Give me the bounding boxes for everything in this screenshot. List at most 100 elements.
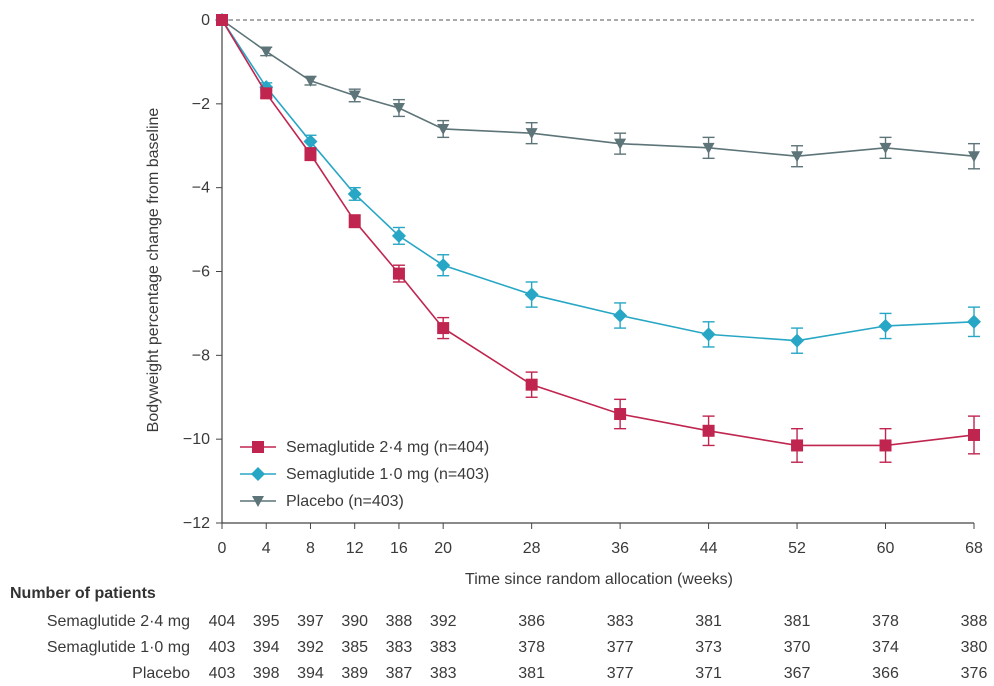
y-axis-title: Bodyweight percentage change from baseli… xyxy=(145,108,162,433)
data-point xyxy=(791,439,804,452)
y-tick-label: 0 xyxy=(201,12,210,29)
patients-count: 394 xyxy=(253,639,280,656)
data-point xyxy=(260,87,273,100)
data-point xyxy=(614,138,627,150)
data-point xyxy=(304,75,317,87)
patients-count: 392 xyxy=(430,613,457,630)
patients-count: 385 xyxy=(341,639,368,656)
data-point xyxy=(436,258,451,273)
patients-count: 377 xyxy=(607,665,634,682)
patients-row-label: Placebo xyxy=(132,665,190,682)
patients-count: 373 xyxy=(695,639,722,656)
data-point xyxy=(391,228,406,243)
patients-row-label: Semaglutide 2·4 mg xyxy=(47,613,190,630)
data-point xyxy=(524,287,539,302)
data-point xyxy=(614,408,627,421)
patients-count: 403 xyxy=(209,665,236,682)
patients-count: 383 xyxy=(386,639,413,656)
patients-count: 389 xyxy=(341,665,368,682)
series-group xyxy=(215,13,981,463)
patients-count: 374 xyxy=(872,639,899,656)
y-ticks-group: 0 −2 −4 −6 −8 −10 −12 xyxy=(183,12,222,532)
data-point xyxy=(216,14,228,26)
x-tick-label: 12 xyxy=(346,540,364,557)
data-point xyxy=(701,327,716,342)
patients-count: 383 xyxy=(607,613,634,630)
patients-count: 381 xyxy=(695,613,722,630)
data-point xyxy=(260,46,273,58)
patients-count: 383 xyxy=(430,639,457,656)
patients-count: 366 xyxy=(872,665,899,682)
patients-count: 388 xyxy=(961,613,988,630)
patients-count: 397 xyxy=(297,613,324,630)
x-ticks-group: 0 4 8 12 16 20 28 36 44 52 60 68 xyxy=(218,523,983,557)
data-point xyxy=(348,215,361,228)
patients-count: 378 xyxy=(518,639,545,656)
legend-marker xyxy=(252,496,264,507)
x-tick-label: 8 xyxy=(306,540,315,557)
patients-count: 376 xyxy=(961,665,988,682)
data-point xyxy=(968,151,980,163)
x-tick-label: 4 xyxy=(262,540,271,557)
x-tick-label: 36 xyxy=(611,540,629,557)
data-point xyxy=(879,439,892,452)
data-point xyxy=(967,314,981,329)
patients-row-label: Semaglutide 1·0 mg xyxy=(47,639,190,656)
y-tick-label: −10 xyxy=(183,431,210,448)
legend-label: Semaglutide 1·0 mg (n=403) xyxy=(286,466,489,483)
data-point xyxy=(790,333,805,348)
x-tick-label: 0 xyxy=(218,540,227,557)
data-point xyxy=(702,424,715,437)
patients-count: 381 xyxy=(784,613,811,630)
patients-count: 390 xyxy=(341,613,368,630)
data-point xyxy=(525,128,538,140)
patients-count: 394 xyxy=(297,665,324,682)
x-tick-label: 60 xyxy=(877,540,895,557)
series-0 xyxy=(216,14,980,463)
patients-count: 383 xyxy=(430,665,457,682)
data-point xyxy=(303,134,318,149)
patients-count: 392 xyxy=(297,639,324,656)
x-tick-label: 16 xyxy=(390,540,408,557)
x-tick-label: 28 xyxy=(523,540,541,557)
data-point xyxy=(878,318,893,333)
patients-count: 387 xyxy=(386,665,413,682)
patients-count: 398 xyxy=(253,665,280,682)
series-2 xyxy=(216,15,980,170)
series-line xyxy=(221,19,975,342)
data-point xyxy=(702,142,715,154)
y-tick-label: −4 xyxy=(192,180,210,197)
x-tick-label: 44 xyxy=(700,540,718,557)
patients-count: 377 xyxy=(607,639,634,656)
patients-table: Semaglutide 2·4 mg 404 395 397 390 388 392 386 3… xyxy=(47,613,988,682)
patients-count: 370 xyxy=(784,639,811,656)
patients-count: 371 xyxy=(695,665,722,682)
legend-label: Placebo (n=403) xyxy=(286,493,404,510)
y-tick-label: −8 xyxy=(192,347,210,364)
patients-count: 367 xyxy=(784,665,811,682)
series-line xyxy=(221,19,975,447)
y-tick-label: −12 xyxy=(183,515,210,532)
patients-count: 404 xyxy=(209,613,236,630)
legend-marker xyxy=(251,467,265,481)
legend-marker xyxy=(252,441,264,453)
patients-table-title: Number of patients xyxy=(10,585,156,602)
data-point xyxy=(791,151,804,163)
data-point xyxy=(437,123,450,135)
patients-count: 388 xyxy=(386,613,413,630)
patients-count: 380 xyxy=(961,639,988,656)
y-tick-label: −6 xyxy=(192,264,210,281)
patients-count: 381 xyxy=(518,665,545,682)
data-point xyxy=(613,308,628,323)
data-point xyxy=(347,186,362,201)
data-point xyxy=(879,142,892,154)
x-axis-title: Time since random allocation (weeks) xyxy=(465,571,733,588)
data-point xyxy=(392,267,405,280)
y-tick-label: −2 xyxy=(192,96,210,113)
patients-count: 403 xyxy=(209,639,236,656)
data-point xyxy=(348,90,361,102)
patients-count: 395 xyxy=(253,613,280,630)
x-tick-label: 52 xyxy=(788,540,806,557)
